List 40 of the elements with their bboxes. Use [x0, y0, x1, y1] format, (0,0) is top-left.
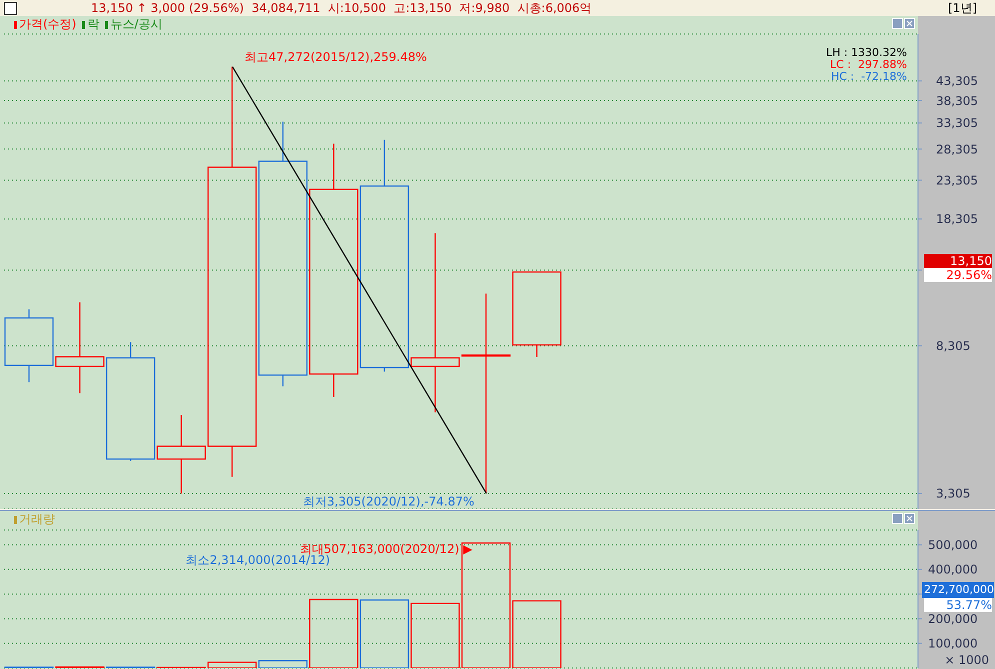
text: 뉴스/공시 — [109, 16, 162, 33]
y-tick-label: 400,000 — [928, 562, 978, 577]
candlestick — [360, 139, 410, 372]
candlestick — [258, 121, 308, 387]
candlestick — [106, 342, 156, 462]
y-tick-label: 200,000 — [928, 612, 978, 626]
candlestick — [4, 308, 54, 383]
bar — [258, 660, 308, 668]
bar — [360, 599, 410, 668]
bar — [309, 598, 358, 668]
candlestick — [410, 232, 460, 413]
text: [1년] — [948, 0, 977, 16]
text: 29.56% — [924, 268, 992, 282]
y-tick-label: 3,305 — [936, 486, 970, 501]
y-tick-label: 38,305 — [936, 94, 978, 108]
text: 락 — [86, 16, 100, 33]
y-tick-label: 500,000 — [928, 538, 978, 552]
chart-title: 13,150 ↑ 3,000 (29.56%) 34,084,711 시:10,500 고:13,150 저:9,980 시총:6,006억 — [91, 0, 592, 16]
y-axis-title: × 1000 — [944, 653, 989, 667]
y-tick-label: 43,305 — [936, 74, 978, 88]
candlestick — [309, 143, 358, 398]
y-tick-label: 23,305 — [936, 173, 978, 188]
text: 거래량 — [18, 511, 55, 528]
annotation: 최고47,272(2015/12),259.48% — [244, 50, 427, 64]
annotation: HC : -72.18% — [830, 70, 907, 83]
text: 53.77% — [924, 598, 992, 612]
y-tick-label: 28,305 — [936, 142, 978, 156]
text: 13,150 — [924, 254, 992, 268]
annotation: LC : 297.88% — [830, 58, 907, 71]
text: 272,700,000 — [922, 582, 994, 598]
legend-label: 가격(수정) — [18, 16, 76, 33]
annotation: LH : 1330.32% — [826, 46, 907, 59]
y-tick-label: 33,305 — [936, 116, 978, 130]
candlestick — [461, 293, 511, 494]
candlestick — [512, 271, 562, 358]
y-tick-label: 18,305 — [936, 212, 978, 226]
y-tick-label: 8,305 — [936, 338, 970, 353]
annotation: 최저3,305(2020/12),-74.87% — [302, 494, 474, 508]
candlestick — [55, 302, 104, 394]
y-tick-label: 100,000 — [928, 636, 978, 651]
